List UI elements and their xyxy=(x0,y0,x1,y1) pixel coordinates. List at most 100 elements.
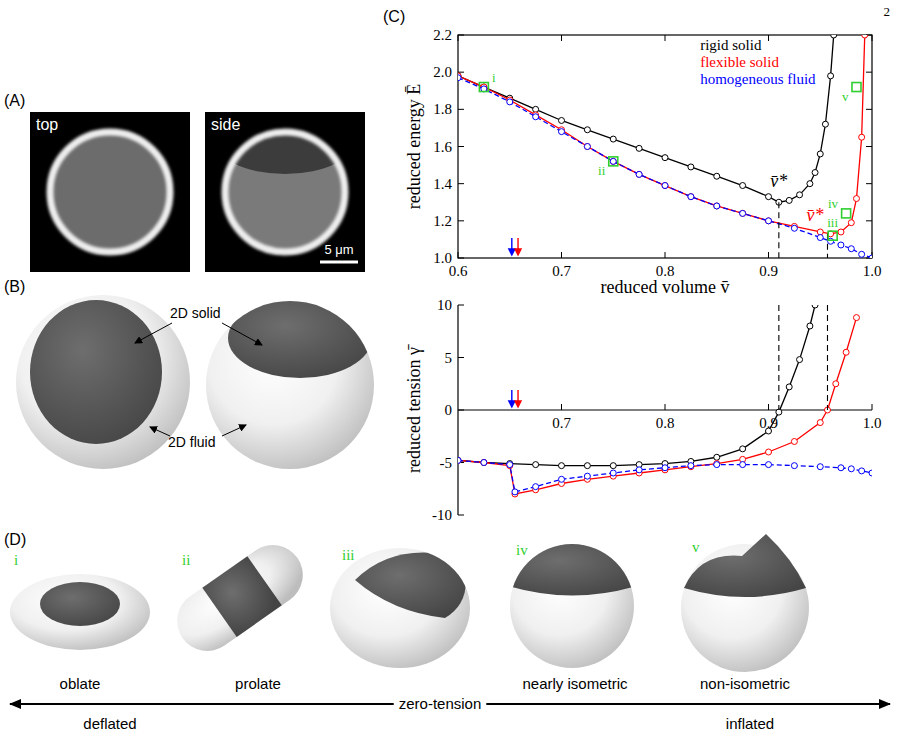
x-tick xyxy=(768,404,769,410)
data-point xyxy=(636,171,642,177)
y-tick xyxy=(458,183,464,184)
data-point xyxy=(812,170,818,176)
vesicle-shape xyxy=(165,533,314,662)
data-point xyxy=(481,460,487,466)
y-axis-title: reduced energy Ē xyxy=(404,84,424,210)
shape-caption: oblate xyxy=(60,675,101,692)
y-tick-label: -10 xyxy=(432,507,452,523)
data-point xyxy=(807,181,813,187)
micrograph: side xyxy=(205,102,365,272)
data-point xyxy=(791,225,797,231)
data-point xyxy=(662,465,668,471)
y-tick-label: 5 xyxy=(445,350,453,366)
image-caption: side xyxy=(211,116,240,133)
scale-bar xyxy=(320,261,358,264)
vesicle xyxy=(16,295,190,469)
highlight-square xyxy=(609,157,618,166)
y-tick xyxy=(458,109,464,110)
micrograph: top xyxy=(30,112,190,272)
highlight-label: v xyxy=(842,89,849,104)
x-tick xyxy=(768,35,769,41)
data-point xyxy=(838,465,844,471)
y-tick-label: 2.0 xyxy=(433,64,452,80)
data-point xyxy=(797,357,803,363)
y-tick-label: 1.6 xyxy=(433,139,452,155)
y-tick xyxy=(458,220,464,221)
x-tick-label: 0.7 xyxy=(552,415,571,431)
series-line xyxy=(458,305,815,466)
data-point xyxy=(833,381,839,387)
data-point xyxy=(817,464,823,470)
data-point xyxy=(584,473,590,479)
y-tick-label: 1.8 xyxy=(433,101,452,117)
highlight-square xyxy=(828,231,837,240)
y-tick xyxy=(866,220,872,221)
solid-domain xyxy=(684,534,806,597)
data-point xyxy=(812,305,818,308)
shape-caption: prolate xyxy=(235,675,281,692)
pointer-arrow xyxy=(222,323,262,345)
y-tick xyxy=(458,515,464,516)
data-point xyxy=(533,462,539,468)
v-star-line xyxy=(778,305,779,410)
v-star-line xyxy=(778,202,779,258)
data-point xyxy=(817,235,823,241)
domain-label: 2D fluid xyxy=(168,434,215,450)
data-point xyxy=(584,144,590,150)
data-point xyxy=(714,454,720,460)
transition-arrow xyxy=(515,390,521,407)
series-line xyxy=(458,460,872,492)
data-point xyxy=(714,462,720,468)
data-point xyxy=(848,220,854,226)
y-tick xyxy=(458,357,464,358)
scale-bar-label: 5 μm xyxy=(324,242,353,257)
shape-numeral: iv xyxy=(516,542,528,558)
data-point xyxy=(838,242,844,248)
solid-domain xyxy=(30,300,162,444)
x-tick-label: 1.0 xyxy=(863,263,882,279)
label-background xyxy=(394,694,487,713)
data-point xyxy=(458,457,461,463)
data-point xyxy=(843,349,849,355)
data-point xyxy=(636,145,642,151)
y-tick xyxy=(458,410,464,411)
shape-numeral: v xyxy=(692,539,700,555)
data-point xyxy=(507,99,513,105)
data-point xyxy=(481,460,487,466)
data-point xyxy=(791,439,797,445)
x-tick xyxy=(665,404,666,410)
x-tick xyxy=(665,35,666,41)
solid-domain xyxy=(505,542,640,596)
y-tick xyxy=(458,305,464,306)
data-point xyxy=(817,420,823,426)
data-point xyxy=(766,218,772,224)
pointer-arrow xyxy=(222,425,246,436)
x-tick xyxy=(768,252,769,258)
data-point xyxy=(862,35,868,38)
series-line xyxy=(458,35,865,234)
vesicle-shape xyxy=(10,574,150,650)
data-point xyxy=(714,203,720,209)
y-tick-label: 2.2 xyxy=(433,27,452,43)
x-tick xyxy=(561,35,562,41)
solid-domain xyxy=(202,556,281,637)
x-tick-label: 0.7 xyxy=(552,263,571,279)
data-point xyxy=(610,158,616,164)
solid-domain xyxy=(355,552,466,618)
data-point xyxy=(807,323,813,329)
y-tick xyxy=(866,72,872,73)
pointer-arrow xyxy=(150,427,170,436)
shape-numeral: iii xyxy=(342,547,355,563)
data-point xyxy=(662,183,668,189)
data-point xyxy=(507,462,513,468)
x-axis-title: reduced volume v̄ xyxy=(601,277,730,297)
data-point xyxy=(688,194,694,200)
data-point xyxy=(766,194,772,200)
data-point xyxy=(458,457,461,463)
data-point xyxy=(848,246,854,252)
chart: (C)0.60.70.80.91.01.01.21.41.61.82.02.2r… xyxy=(383,8,881,297)
y-tick xyxy=(458,35,464,36)
y-tick xyxy=(866,183,872,184)
data-point xyxy=(714,173,720,179)
x-tick xyxy=(561,404,562,410)
